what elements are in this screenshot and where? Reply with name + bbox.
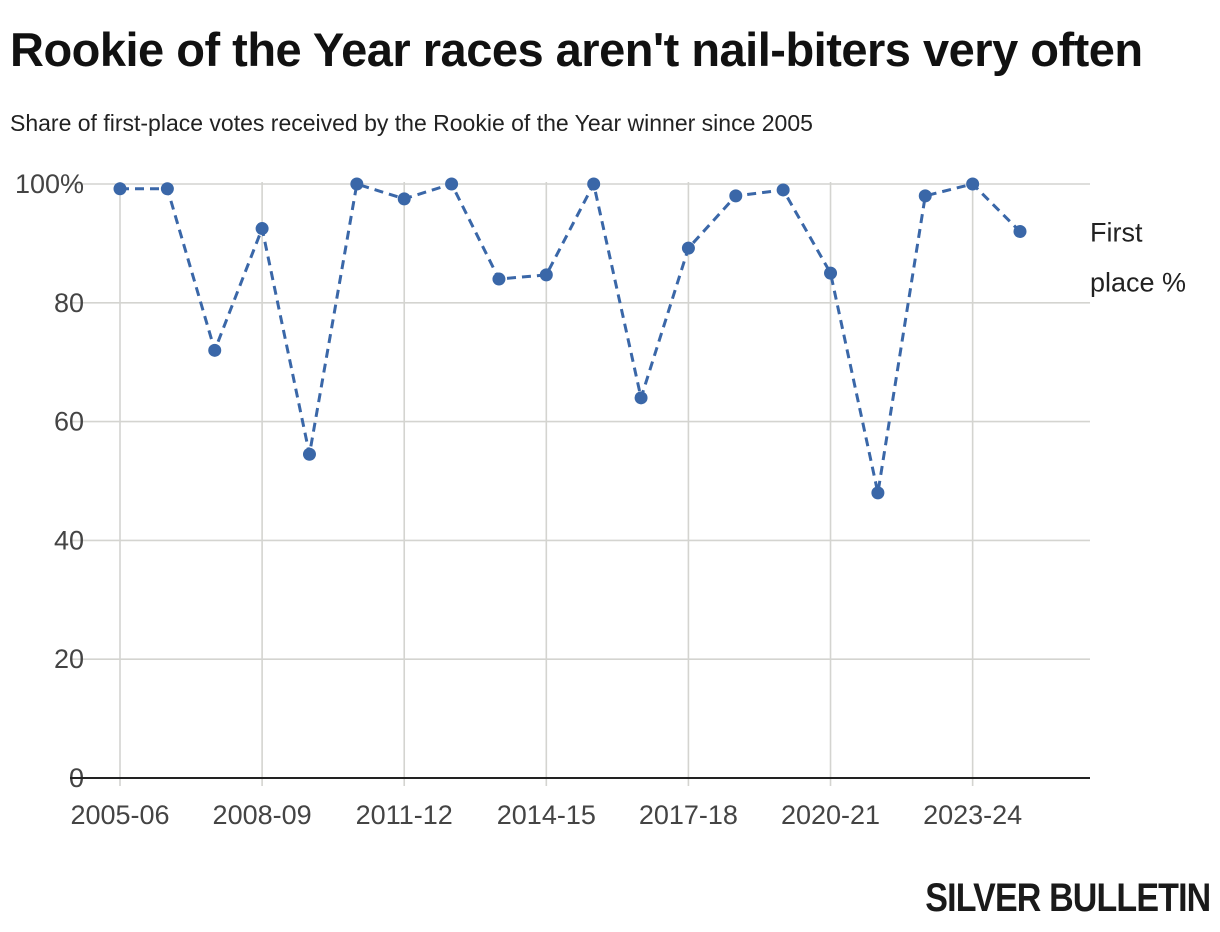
legend-label: place %	[1090, 268, 1186, 298]
data-point	[255, 222, 269, 236]
data-point	[966, 177, 980, 191]
chart-subtitle: Share of first-place votes received by t…	[10, 110, 813, 136]
data-point	[350, 177, 364, 191]
y-tick-label: 40	[54, 525, 84, 555]
data-point	[492, 272, 506, 286]
data-point	[1013, 225, 1027, 239]
data-point	[160, 182, 174, 196]
x-tick-label: 2014-15	[497, 800, 596, 830]
data-point	[871, 486, 885, 500]
x-tick-label: 2023-24	[923, 800, 1022, 830]
data-point	[681, 241, 695, 255]
x-tick-label: 2020-21	[781, 800, 880, 830]
y-tick-label: 60	[54, 407, 84, 437]
data-point	[445, 177, 459, 191]
y-tick-label: 80	[54, 288, 84, 318]
grid-lines	[70, 182, 1090, 786]
legend: First place %	[1090, 218, 1186, 298]
data-point	[539, 268, 553, 282]
data-point	[587, 177, 601, 191]
data-point	[208, 343, 222, 357]
data-point	[397, 192, 411, 206]
x-tick-label: 2008-09	[213, 800, 312, 830]
x-tick-label: 2017-18	[639, 800, 738, 830]
data-point	[776, 183, 790, 197]
chart-title: Rookie of the Year races aren't nail-bit…	[10, 23, 1143, 76]
legend-label: First	[1090, 218, 1143, 248]
data-point	[824, 266, 838, 280]
y-tick-label: 100%	[15, 169, 84, 199]
series-line	[120, 182, 1022, 495]
data-point	[634, 391, 648, 405]
series-first-place	[113, 177, 1027, 500]
data-point	[113, 182, 127, 196]
brand-logo: SILVER BULLETIN	[924, 876, 1211, 920]
y-tick-label: 20	[54, 644, 84, 674]
x-tick-label: 2011-12	[356, 800, 453, 830]
data-point	[302, 447, 316, 461]
data-point	[918, 189, 932, 203]
x-tick-label: 2005-06	[70, 800, 169, 830]
data-point	[729, 189, 743, 203]
